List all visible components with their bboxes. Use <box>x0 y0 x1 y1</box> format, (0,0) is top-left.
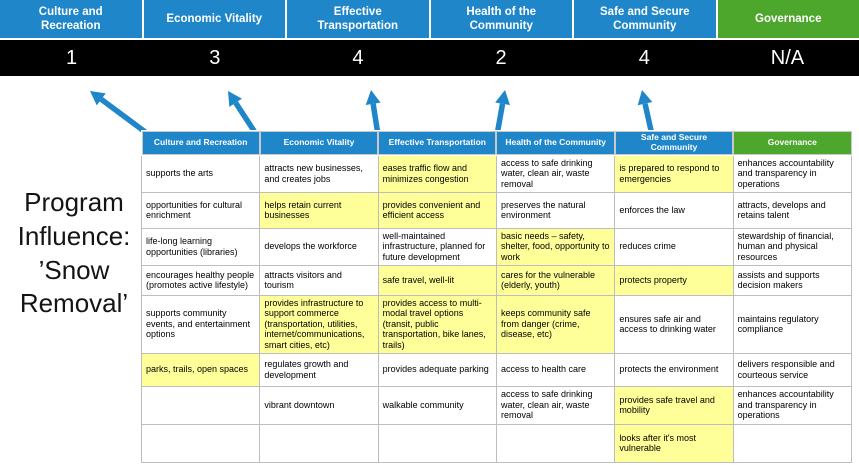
up-arrow-head <box>495 90 510 106</box>
matrix-header: Effective Transportation <box>377 130 497 156</box>
matrix-table: Culture and Recreation Economic Vitality E… <box>140 130 853 463</box>
matrix-cell: supports the arts <box>140 154 261 193</box>
matrix-cell: opportunities for cultural enrichment <box>140 191 261 229</box>
table-row: supports the arts attracts new businesses… <box>140 154 853 193</box>
matrix-cell: access to safe drinking water, clean air… <box>495 154 616 193</box>
matrix-cell: delivers responsible and courteous servi… <box>732 352 853 387</box>
matrix-header: Culture and Recreation <box>140 130 261 156</box>
score-value: 4 <box>638 46 650 69</box>
title-line: Program <box>24 187 124 217</box>
table-row: encourages healthy people (promotes acti… <box>140 264 853 296</box>
matrix-cell: vibrant downtown <box>259 385 379 425</box>
matrix-cell: access to safe drinking water, clean air… <box>495 385 616 425</box>
matrix-cell: stewardship of financial, human and phys… <box>732 227 853 266</box>
matrix-header: Economic Vitality <box>259 130 379 156</box>
matrix-cell: access to health care <box>495 352 616 387</box>
matrix-header: Governance <box>732 130 853 156</box>
category-box: Safe and Secure Community <box>574 0 716 38</box>
matrix-cell: assists and supports decision makers <box>732 264 853 296</box>
up-arrow-head <box>365 90 381 105</box>
matrix-cell <box>259 423 379 463</box>
table-row: looks after it's most vulnerable <box>140 423 853 463</box>
up-arrow-head <box>228 91 242 107</box>
matrix-cell: reduces crime <box>614 227 734 266</box>
matrix-cell: provides infrastructure to support comme… <box>259 294 379 354</box>
matrix-cell: enhances accountability and transparency… <box>732 385 853 425</box>
score-value: 1 <box>66 46 78 69</box>
matrix-cell: provides access to multi-modal travel op… <box>377 294 497 354</box>
matrix-cell: maintains regulatory compliance <box>732 294 853 354</box>
matrix-cell: safe travel, well-lit <box>377 264 497 296</box>
matrix-cell: looks after it's most vulnerable <box>614 423 734 463</box>
matrix-cell: ensures safe air and access to drinking … <box>614 294 734 354</box>
matrix-cell: protects the environment <box>614 352 734 387</box>
matrix-cell: provides safe travel and mobility <box>614 385 734 425</box>
matrix-header-row: Culture and Recreation Economic Vitality E… <box>140 130 853 156</box>
category-bar: Culture and Recreation Economic Vitality E… <box>0 0 859 38</box>
matrix-cell: attracts visitors and tourism <box>259 264 379 296</box>
matrix-cell: supports community events, and entertain… <box>140 294 261 354</box>
category-box: Effective Transportation <box>287 0 429 38</box>
matrix-cell <box>377 423 497 463</box>
score-bar: 1 3 4 2 4 N/A <box>0 40 859 76</box>
category-box: Governance <box>717 0 859 38</box>
matrix-cell: preserves the natural environment <box>495 191 616 229</box>
matrix-cell: attracts, develops and retains talent <box>732 191 853 229</box>
category-box: Health of the Community <box>430 0 572 38</box>
influence-table: Culture and Recreation Economic Vitality E… <box>140 130 853 463</box>
matrix-cell: basic needs – safety, shelter, food, opp… <box>495 227 616 266</box>
table-row: parks, trails, open spaces regulates grow… <box>140 352 853 387</box>
matrix-cell: helps retain current businesses <box>259 191 379 229</box>
matrix-cell <box>495 423 616 463</box>
matrix-cell: walkable community <box>377 385 497 425</box>
matrix-cell: life-long learning opportunities (librar… <box>140 227 261 266</box>
category-box: Culture and Recreation <box>0 0 142 38</box>
score-value: 2 <box>495 46 507 69</box>
matrix-body: supports the arts attracts new businesses… <box>140 154 853 463</box>
matrix-cell: enhances accountability and transparency… <box>732 154 853 193</box>
matrix-cell: attracts new businesses, and creates job… <box>259 154 379 193</box>
matrix-cell <box>732 423 853 463</box>
up-arrow-head <box>637 90 653 106</box>
table-row: opportunities for cultural enrichment hel… <box>140 191 853 229</box>
matrix-cell: cares for the vulnerable (elderly, youth… <box>495 264 616 296</box>
matrix-cell: enforces the law <box>614 191 734 229</box>
matrix-cell: keeps community safe from danger (crime,… <box>495 294 616 354</box>
matrix-cell: regulates growth and development <box>259 352 379 387</box>
matrix-header: Safe and Secure Community <box>614 130 734 156</box>
matrix-cell <box>140 423 261 463</box>
title-line: Influence: <box>17 220 131 251</box>
matrix-cell <box>140 385 261 425</box>
title-line: Removal’ <box>19 288 129 319</box>
page-title: Program Influence: ’Snow Removal’ <box>0 186 148 321</box>
score-value: 3 <box>209 46 221 69</box>
matrix-header: Health of the Community <box>495 130 616 156</box>
matrix-cell: well-maintained infrastructure, planned … <box>377 227 497 266</box>
table-row: vibrant downtown walkable community access… <box>140 385 853 425</box>
score-value: N/A <box>770 46 805 69</box>
matrix-cell: encourages healthy people (promotes acti… <box>140 264 261 296</box>
category-box: Economic Vitality <box>143 0 285 38</box>
matrix-cell: provides convenient and efficient access <box>377 191 497 229</box>
table-row: life-long learning opportunities (librar… <box>140 227 853 266</box>
table-row: supports community events, and entertain… <box>140 294 853 354</box>
matrix-cell: parks, trails, open spaces <box>140 352 261 387</box>
score-value: 4 <box>352 46 364 69</box>
matrix-cell: protects property <box>614 264 734 296</box>
matrix-cell: is prepared to respond to emergencies <box>614 154 734 193</box>
matrix-cell: develops the workforce <box>259 227 379 266</box>
matrix-cell: eases traffic flow and minimizes congest… <box>377 154 497 193</box>
matrix-cell: provides adequate parking <box>377 352 497 387</box>
up-arrow-head <box>90 91 106 106</box>
title-line: ’Snow <box>38 254 110 285</box>
